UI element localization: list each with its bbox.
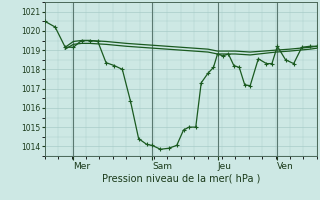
- X-axis label: Pression niveau de la mer( hPa ): Pression niveau de la mer( hPa ): [102, 173, 260, 183]
